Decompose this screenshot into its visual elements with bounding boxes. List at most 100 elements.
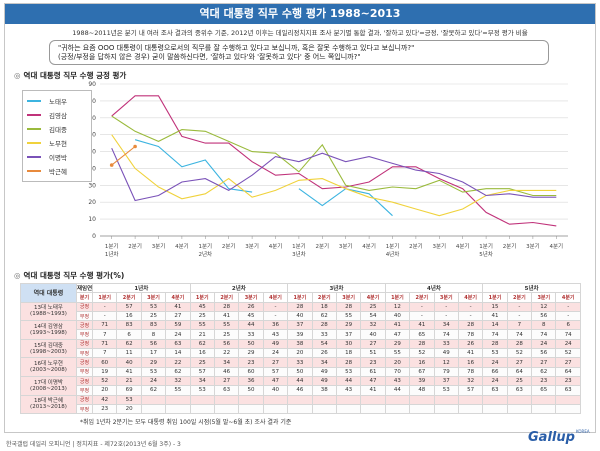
table-cell: 39 [409,375,435,387]
table-cell: 16 [457,357,484,368]
legend-label: 노태우 [49,98,67,106]
table-cell: 27 [213,375,240,387]
table-quarter-header: 4분기 [457,292,484,303]
table-cell: 60 [238,366,264,377]
legend-swatch [27,114,41,116]
table-year-header: 1년차 [92,282,191,294]
president-term: (2008~2013) [30,385,67,392]
table-cell: 14 [165,348,191,359]
legend-item: 노무현 [27,139,67,149]
table-row: 15대 김대중 (1998~2003) 긍정 71 62 56 63 62 56 50 49 38 54… [20,338,581,359]
table-cell: 55 [384,348,411,359]
table-cell: 55 [335,310,362,322]
legend-label: 노무현 [49,140,67,148]
table-cell: 45 [238,310,264,322]
table-cell: 55 [189,320,215,331]
positive-label: 긍정 [76,394,93,405]
table-cell: 49 [311,366,337,377]
table-cell: 28 [457,320,484,331]
table-cell: 36 [238,375,264,387]
table-cell [287,394,313,405]
table-cell: 83 [140,320,167,331]
president-name: 14대 김영삼 (1993~1998) [20,320,77,340]
table-quarter-header: 1분기 [189,292,215,303]
table-cell: 74 [555,329,581,340]
table-cell: 52 [91,375,118,387]
table-year-header: 2년차 [189,282,289,294]
table-cell: 21 [116,375,142,387]
table-cell [409,403,435,415]
section-table-title-text: 역대 대통령 직무 수행 평가(%) [23,271,125,280]
table-cell: 22 [213,348,240,359]
table-cell [213,394,240,405]
positive-label: 긍정 [76,375,93,387]
table-cell: 47 [360,375,386,387]
table-cell: 57 [262,366,289,377]
table-cell: 56 [531,348,557,359]
table-cell: 26 [238,301,264,312]
table-cell: 41 [116,366,142,377]
table-cell: 49 [262,338,289,350]
legend-swatch [27,170,41,172]
table-cell: 34 [213,357,240,368]
president-term: (2013~2018) [30,404,67,411]
table-quarter-header: 3분기 [433,292,459,303]
table-cell: 50 [287,366,313,377]
table-cell: 39 [287,329,313,340]
table-cell: 16 [189,348,215,359]
table-row: 18대 박근혜 (2013~2018) 긍정 42 53 [20,394,581,415]
table-cell: 83 [116,320,142,331]
table-cell: 8 [140,329,167,340]
president-name: 18대 박근혜 (2013~2018) [20,394,77,415]
table-cell: 78 [457,366,484,377]
table-cell: 65 [409,329,435,340]
section-chart-title-text: 역대 대통령 직무 수행 긍정 평가 [23,71,127,80]
table-cell: 23 [91,403,118,415]
table-cell: 44 [238,320,264,331]
president-title: 17대 이명박 [34,379,63,386]
table-cell: 20 [91,385,118,396]
table-cell [433,394,459,405]
table-cell [189,403,215,415]
table-cell: 16 [116,310,142,322]
table-cell: 66 [482,366,508,377]
table-cell: 43 [335,385,362,396]
table-cell: 71 [91,320,118,331]
table-cell: 24 [262,348,289,359]
president-name: 17대 이명박 (2008~2013) [20,375,77,396]
table-cell: 62 [116,338,142,350]
table-cell: 28 [311,320,337,331]
table-cell: 56 [213,338,240,350]
table-cell: 26 [311,348,337,359]
table-cell: 20 [287,348,313,359]
table-cell [360,403,386,415]
table-cell: 20 [116,403,142,415]
table-cell: 62 [165,366,191,377]
table-cell: 41 [482,310,508,322]
table-cell: 37 [433,375,459,387]
table-year-header: 3년차 [287,282,386,294]
table-cell: 48 [409,385,435,396]
table-cell [482,394,508,405]
table-cell: 50 [238,385,264,396]
table-cell: - [457,310,484,322]
table-cell: 44 [384,385,411,396]
table-cell: 44 [335,375,362,387]
table-cell: 37 [335,329,362,340]
chart-legend: 노태우 김영삼 김대중 노무현 이명박 박근혜 [22,90,92,182]
section-table-title: ◎ 역대 대통령 직무 수행 평가(%) [14,270,124,281]
negative-label: 부정 [76,385,93,396]
table-quarter-header: 4분기 [165,292,191,303]
table-cell: 6 [116,329,142,340]
gallup-logo: Gallup [528,430,575,445]
table-cell: 41 [165,301,191,312]
table-cell: 62 [531,366,557,377]
table-cell: 46 [213,366,240,377]
table-cell: - [433,301,459,312]
table-cell: 40 [287,310,313,322]
table-cell: 28 [335,301,362,312]
table-cell: 41 [384,320,411,331]
table-cell [189,394,215,405]
table-row: 17대 이명박 (2008~2013) 긍정 52 21 24 32 34 27 36 47 44 49… [20,375,581,396]
table-cell: 7 [91,329,118,340]
